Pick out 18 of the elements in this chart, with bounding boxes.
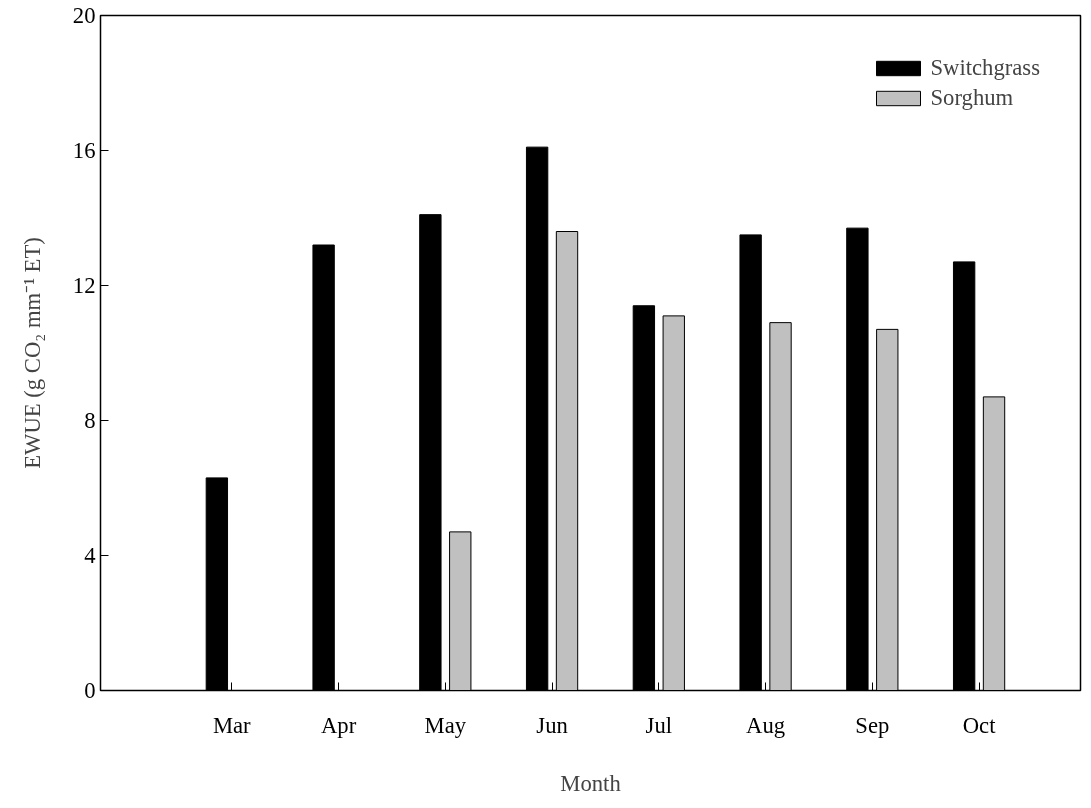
y-tick-label: 8 [84, 408, 96, 433]
x-tick-label: Apr [320, 712, 357, 738]
y-tick-label: 12 [72, 273, 96, 298]
legend-label: Sorghum [930, 85, 1014, 111]
x-tick-label: Oct [962, 712, 997, 738]
legend-label: Switchgrass [930, 55, 1040, 81]
x-tick-label: Sep [855, 712, 890, 738]
y-tick-label: 20 [72, 3, 96, 28]
y-tick-label: 0 [84, 678, 96, 703]
x-tick-label: Jul [645, 712, 673, 738]
x-axis-title: Month [560, 770, 622, 796]
y-tick-label: 16 [72, 138, 96, 163]
x-tick-label: Mar [212, 712, 252, 738]
y-tick-label: 4 [84, 543, 96, 568]
y-axis-title: EWUE (g CO₂ mm⁻¹ ET) [19, 237, 45, 469]
x-tick-label: Jun [536, 712, 568, 738]
x-tick-label: Aug [746, 712, 786, 738]
x-tick-label: May [424, 712, 467, 738]
